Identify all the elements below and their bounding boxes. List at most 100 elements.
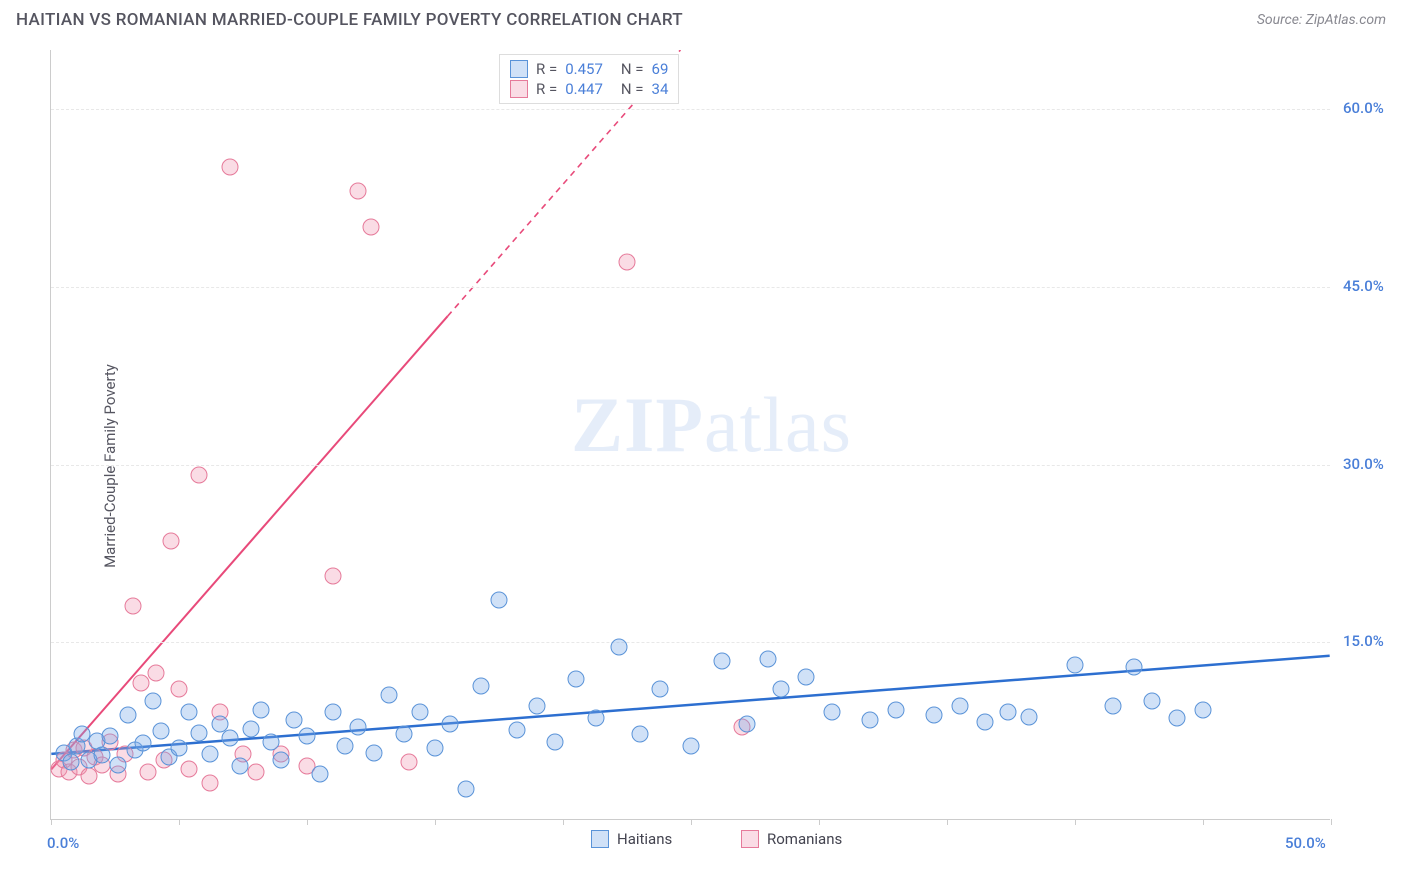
chart-container: Married-Couple Family Poverty R =0.457N … <box>0 40 1406 892</box>
data-point <box>286 711 303 728</box>
x-tick <box>307 819 308 825</box>
legend-swatch <box>510 80 528 98</box>
x-tick <box>1075 819 1076 825</box>
data-point <box>427 739 444 756</box>
data-point <box>163 532 180 549</box>
data-point <box>135 735 152 752</box>
data-point <box>191 724 208 741</box>
data-point <box>977 713 994 730</box>
data-point <box>201 745 218 762</box>
gridline <box>51 109 1330 110</box>
x-tick <box>819 819 820 825</box>
data-point <box>147 665 164 682</box>
data-point <box>1143 692 1160 709</box>
x-tick <box>51 819 52 825</box>
data-point <box>124 597 141 614</box>
data-point <box>109 756 126 773</box>
data-point <box>350 718 367 735</box>
data-point <box>611 639 628 656</box>
data-point <box>299 728 316 745</box>
data-point <box>242 720 259 737</box>
data-point <box>263 734 280 751</box>
watermark: ZIPatlas <box>571 380 852 470</box>
legend-series: Romanians <box>741 830 842 848</box>
data-point <box>1125 659 1142 676</box>
data-point <box>457 781 474 798</box>
data-point <box>567 671 584 688</box>
data-point <box>798 668 815 685</box>
r-label: R = <box>536 60 557 78</box>
n-value: 69 <box>652 60 669 78</box>
trend-lines-layer <box>51 50 1330 819</box>
n-label: N = <box>621 60 644 78</box>
data-point <box>324 568 341 585</box>
legend-series-label: Romanians <box>767 830 842 848</box>
data-point <box>1000 704 1017 721</box>
r-label: R = <box>536 80 557 98</box>
source-name: ZipAtlas.com <box>1306 12 1386 28</box>
r-value: 0.457 <box>565 60 603 78</box>
chart-header: HAITIAN VS ROMANIAN MARRIED-COUPLE FAMIL… <box>0 0 1406 40</box>
data-point <box>365 744 382 761</box>
data-point <box>337 737 354 754</box>
data-point <box>247 763 264 780</box>
data-point <box>324 704 341 721</box>
data-point <box>713 653 730 670</box>
r-value: 0.447 <box>565 80 603 98</box>
legend-swatch <box>591 830 609 848</box>
gridline <box>51 287 1330 288</box>
n-label: N = <box>621 80 644 98</box>
legend-swatch <box>741 830 759 848</box>
source-prefix: Source: <box>1257 12 1306 28</box>
data-point <box>311 766 328 783</box>
data-point <box>926 706 943 723</box>
data-point <box>951 698 968 715</box>
data-point <box>473 678 490 695</box>
data-point <box>171 739 188 756</box>
data-point <box>588 710 605 727</box>
data-point <box>739 716 756 733</box>
data-point <box>759 651 776 668</box>
data-point <box>547 734 564 751</box>
data-point <box>652 680 669 697</box>
data-point <box>273 751 290 768</box>
data-point <box>508 722 525 739</box>
data-point <box>529 698 546 715</box>
data-point <box>222 730 239 747</box>
y-tick-label: 30.0% <box>1343 455 1384 473</box>
data-point <box>222 159 239 176</box>
data-point <box>862 711 879 728</box>
data-point <box>1020 709 1037 726</box>
data-point <box>442 716 459 733</box>
x-tick <box>691 819 692 825</box>
data-point <box>132 674 149 691</box>
data-point <box>101 728 118 745</box>
data-point <box>1195 702 1212 719</box>
data-point <box>1105 698 1122 715</box>
data-point <box>363 218 380 235</box>
data-point <box>491 591 508 608</box>
data-point <box>191 467 208 484</box>
data-point <box>350 183 367 200</box>
x-tick-label: 0.0% <box>47 834 79 852</box>
data-point <box>181 704 198 721</box>
watermark-zip: ZIP <box>571 381 704 468</box>
data-point <box>119 706 136 723</box>
data-point <box>1067 657 1084 674</box>
legend-row: R =0.447N =34 <box>510 79 668 99</box>
data-point <box>619 254 636 271</box>
legend-row: R = 0.457 N = 69 <box>510 59 668 79</box>
data-point <box>683 737 700 754</box>
watermark-atlas: atlas <box>704 381 852 468</box>
x-tick <box>947 819 948 825</box>
data-point <box>140 763 157 780</box>
x-tick <box>435 819 436 825</box>
x-tick <box>179 819 180 825</box>
data-point <box>94 747 111 764</box>
data-point <box>396 725 413 742</box>
x-tick <box>1203 819 1204 825</box>
data-point <box>153 723 170 740</box>
data-point <box>171 680 188 697</box>
data-point <box>380 686 397 703</box>
data-point <box>252 702 269 719</box>
